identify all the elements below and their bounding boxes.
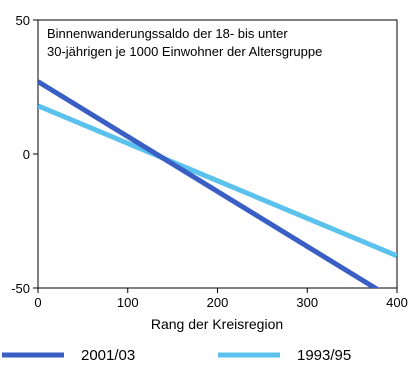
y-tick-label: 50: [16, 13, 30, 28]
x-axis-label: Rang der Kreisregion: [151, 316, 283, 332]
x-tick-label: 100: [117, 295, 139, 310]
chart-title-line-1: Binnenwanderungssaldo der 18- bis unter: [47, 26, 288, 41]
legend-label: 2001/03: [81, 347, 135, 364]
x-tick-label: 200: [207, 295, 229, 310]
y-tick-label: -50: [11, 281, 30, 296]
legend-item-1: 1993/95: [218, 347, 351, 364]
legend-item-0: 2001/03: [2, 347, 135, 364]
y-tick-label: 0: [23, 147, 30, 162]
legend-label: 1993/95: [297, 347, 351, 364]
series-line-0: [38, 79, 380, 288]
chart-title-line-2: 30-jährigen je 1000 Einwohner der Alters…: [47, 44, 322, 59]
plot-area: [37, 19, 398, 289]
series-line-1: [38, 103, 397, 259]
x-tick-label: 0: [34, 295, 41, 310]
x-tick-label: 400: [386, 295, 408, 310]
x-tick-label: 300: [296, 295, 318, 310]
